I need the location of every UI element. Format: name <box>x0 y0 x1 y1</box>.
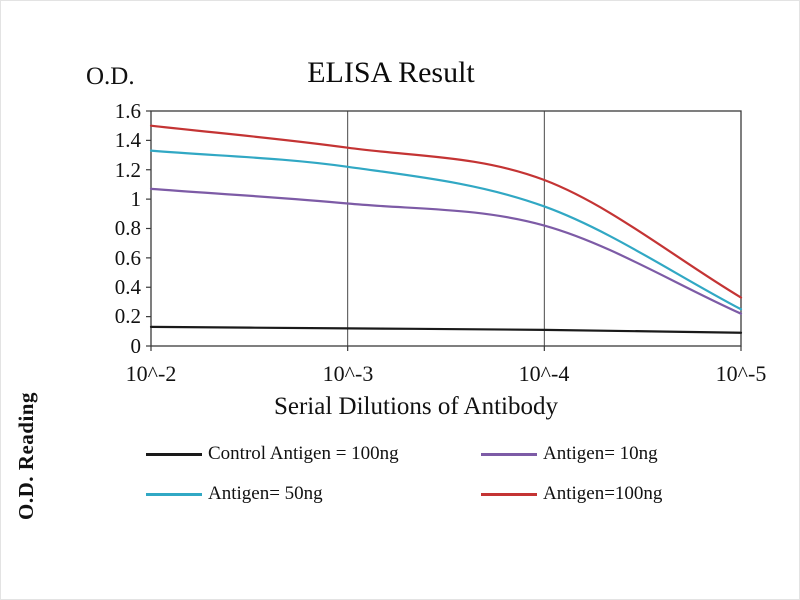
legend-line-antigen-10ng <box>481 453 537 456</box>
legend-line-antigen-100ng <box>481 493 537 496</box>
plot-border <box>150 110 742 347</box>
series-line-antigen-50ng <box>149 149 743 311</box>
series-line-control-antigen-100ng <box>149 325 743 334</box>
y-tick-label: 0.6 <box>114 246 141 270</box>
x-axis-label: Serial Dilutions of Antibody <box>273 393 559 420</box>
y-tick-label: 1.2 <box>114 158 141 182</box>
legend-label-antigen-100ng: Antigen=100ng <box>543 483 663 504</box>
chart-title: ELISA Result <box>307 56 475 89</box>
y-tick-label: 0.2 <box>114 304 141 328</box>
legend-label-antigen-10ng: Antigen= 10ng <box>543 443 658 464</box>
x-tick-label: 10^-2 <box>125 361 177 386</box>
plot-area <box>146 110 743 351</box>
series-line-antigen-10ng <box>149 187 743 315</box>
y-tick-label: 1 <box>130 187 142 211</box>
legend-label-antigen-50ng: Antigen= 50ng <box>208 483 323 504</box>
y-axis-unit-label: O.D. <box>86 63 135 90</box>
series-line-antigen-100ng <box>149 124 743 299</box>
y-tick-label: 0.4 <box>114 275 141 299</box>
legend-line-control-antigen-100ng <box>146 453 202 456</box>
y-tick-label: 0 <box>130 334 142 358</box>
x-tick-label: 10^-5 <box>715 361 767 386</box>
x-tick-label: 10^-3 <box>322 361 374 386</box>
y-axis-label-vertical: O.D. Reading <box>14 392 38 520</box>
x-tick-label: 10^-4 <box>518 361 570 386</box>
y-tick-label: 0.8 <box>114 216 141 240</box>
legend-label-control-antigen-100ng: Control Antigen = 100ng <box>208 443 399 464</box>
y-tick-label: 1.6 <box>114 99 141 123</box>
legend-line-antigen-50ng <box>146 493 202 496</box>
y-tick-label: 1.4 <box>114 128 141 152</box>
